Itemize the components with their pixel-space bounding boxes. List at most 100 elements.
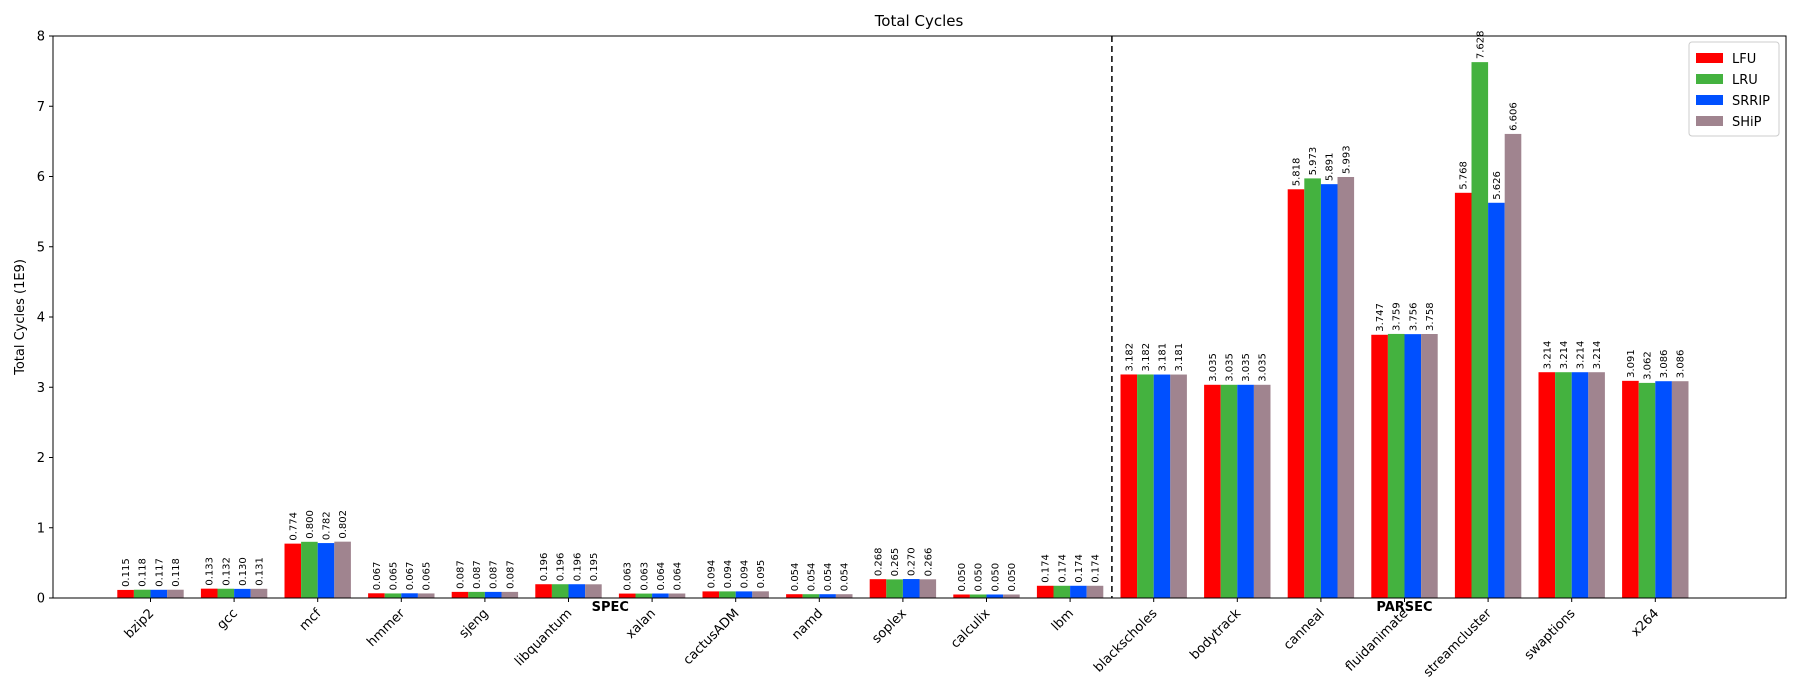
bar-lfu	[535, 584, 552, 598]
bar-srrip	[1320, 184, 1338, 598]
bar-lru	[217, 588, 235, 598]
data-label: 3.035	[1208, 353, 1219, 382]
data-label: 7.628	[1475, 30, 1486, 59]
data-label: 0.131	[255, 557, 266, 586]
data-label: 0.050	[1007, 563, 1018, 592]
bar-lfu	[1371, 334, 1388, 598]
bar-srrip	[1237, 384, 1254, 598]
legend-box	[1688, 41, 1780, 137]
group-label-spec: SPEC	[592, 600, 629, 615]
data-label: 3.182	[1141, 343, 1152, 372]
bar-lru	[133, 589, 151, 598]
bar-lfu	[368, 593, 385, 598]
data-label: 0.054	[807, 563, 818, 592]
x-tick-label: bzip2	[122, 606, 158, 642]
x-tick-label: libquantum	[512, 606, 575, 669]
y-axis-title: Total Cycles (1E9)	[13, 259, 28, 376]
y-tick-label: 7	[37, 100, 45, 115]
bar-srrip	[1571, 372, 1589, 598]
data-label: 0.118	[138, 558, 149, 587]
bar-lfu	[1622, 380, 1639, 598]
data-label: 0.087	[505, 560, 516, 589]
bar-ship	[417, 593, 435, 598]
bar-lfu	[869, 579, 887, 598]
data-label: 0.195	[589, 553, 600, 582]
x-tick-label: sjeng	[456, 606, 491, 641]
data-label: 0.065	[422, 562, 433, 591]
data-label: 3.086	[1659, 350, 1670, 379]
bar-lru	[1555, 372, 1572, 598]
data-label: 0.196	[572, 553, 583, 582]
bar-srrip	[1488, 202, 1505, 598]
data-label: 0.800	[305, 510, 316, 539]
data-label: 0.174	[1041, 554, 1052, 583]
data-label: 3.747	[1375, 303, 1386, 332]
data-label: 0.196	[556, 553, 567, 582]
bar-lru	[969, 594, 987, 598]
bar-lfu	[953, 594, 970, 598]
bar-lru	[468, 591, 485, 598]
data-label: 3.758	[1425, 302, 1436, 331]
bar-lfu	[117, 589, 134, 598]
bar-srrip	[484, 591, 502, 598]
legend-swatch-ship	[1696, 116, 1723, 126]
data-label: 3.035	[1241, 353, 1252, 382]
data-label: 0.063	[639, 562, 650, 591]
bar-srrip	[986, 594, 1004, 598]
bar-lfu	[1287, 189, 1305, 598]
x-tick-label: swaptions	[1522, 606, 1579, 663]
x-tick-label: gcc	[214, 606, 241, 633]
bar-lru	[1053, 585, 1071, 598]
data-label: 3.181	[1174, 343, 1185, 372]
data-label: 0.174	[1091, 554, 1102, 583]
bar-lfu	[702, 591, 720, 598]
bar-lru	[635, 593, 653, 598]
bar-srrip	[1655, 381, 1672, 598]
data-label: 0.270	[907, 547, 918, 576]
x-tick-label: calculix	[948, 606, 993, 651]
x-tick-label: x264	[1629, 606, 1663, 640]
bar-lfu	[618, 593, 636, 598]
data-label: 0.087	[489, 560, 500, 589]
legend-swatch-lru	[1696, 74, 1723, 84]
bar-ship	[1003, 594, 1020, 598]
value-labels: 0.115 0.133 0.774 0.067 0.087 0.196 0.063 0.094…	[121, 30, 1687, 591]
data-label: 0.067	[372, 562, 383, 591]
bar-ship	[1504, 133, 1522, 598]
y-tick-label: 2	[37, 451, 45, 466]
data-label: 0.087	[472, 560, 483, 589]
bar-srrip	[1153, 374, 1171, 598]
data-label: 3.214	[1542, 341, 1553, 370]
x-tick-label: fluidanimate	[1343, 606, 1411, 674]
data-label: 0.118	[171, 558, 182, 587]
data-label: 0.774	[288, 512, 299, 541]
data-label: 0.115	[121, 558, 132, 587]
data-label: 3.182	[1124, 343, 1135, 372]
bar-lfu	[1204, 384, 1221, 598]
bar-lru	[1471, 62, 1489, 599]
x-tick-label: namd	[789, 606, 826, 643]
x-tick-label: streamcluster	[1421, 606, 1496, 681]
group-label-parsec: PARSEC	[1376, 600, 1432, 615]
bar-ship	[1086, 585, 1104, 598]
bar-lru	[384, 593, 402, 598]
bar-lfu	[1454, 192, 1472, 598]
bar-ship	[752, 591, 769, 598]
bar-srrip	[568, 584, 586, 598]
bar-lfu	[1538, 372, 1556, 598]
bar-ship	[1588, 372, 1605, 598]
data-label: 0.133	[205, 557, 216, 586]
data-label: 0.094	[723, 560, 734, 589]
bar-lfu	[284, 543, 302, 598]
x-tick-label: lbm	[1049, 606, 1077, 634]
x-tick-label: bodytrack	[1187, 606, 1244, 663]
legend-swatch-lfu	[1696, 53, 1723, 63]
x-tick-label: canneal	[1281, 606, 1328, 653]
x-tick-label: blackscholes	[1091, 606, 1160, 675]
data-label: 6.606	[1509, 102, 1520, 131]
y-tick-label: 5	[37, 240, 45, 255]
legend-label-lfu: LFU	[1732, 52, 1756, 67]
bar-lfu	[786, 594, 803, 598]
data-label: 0.065	[389, 562, 400, 591]
x-tick-label: hmmer	[364, 606, 408, 650]
